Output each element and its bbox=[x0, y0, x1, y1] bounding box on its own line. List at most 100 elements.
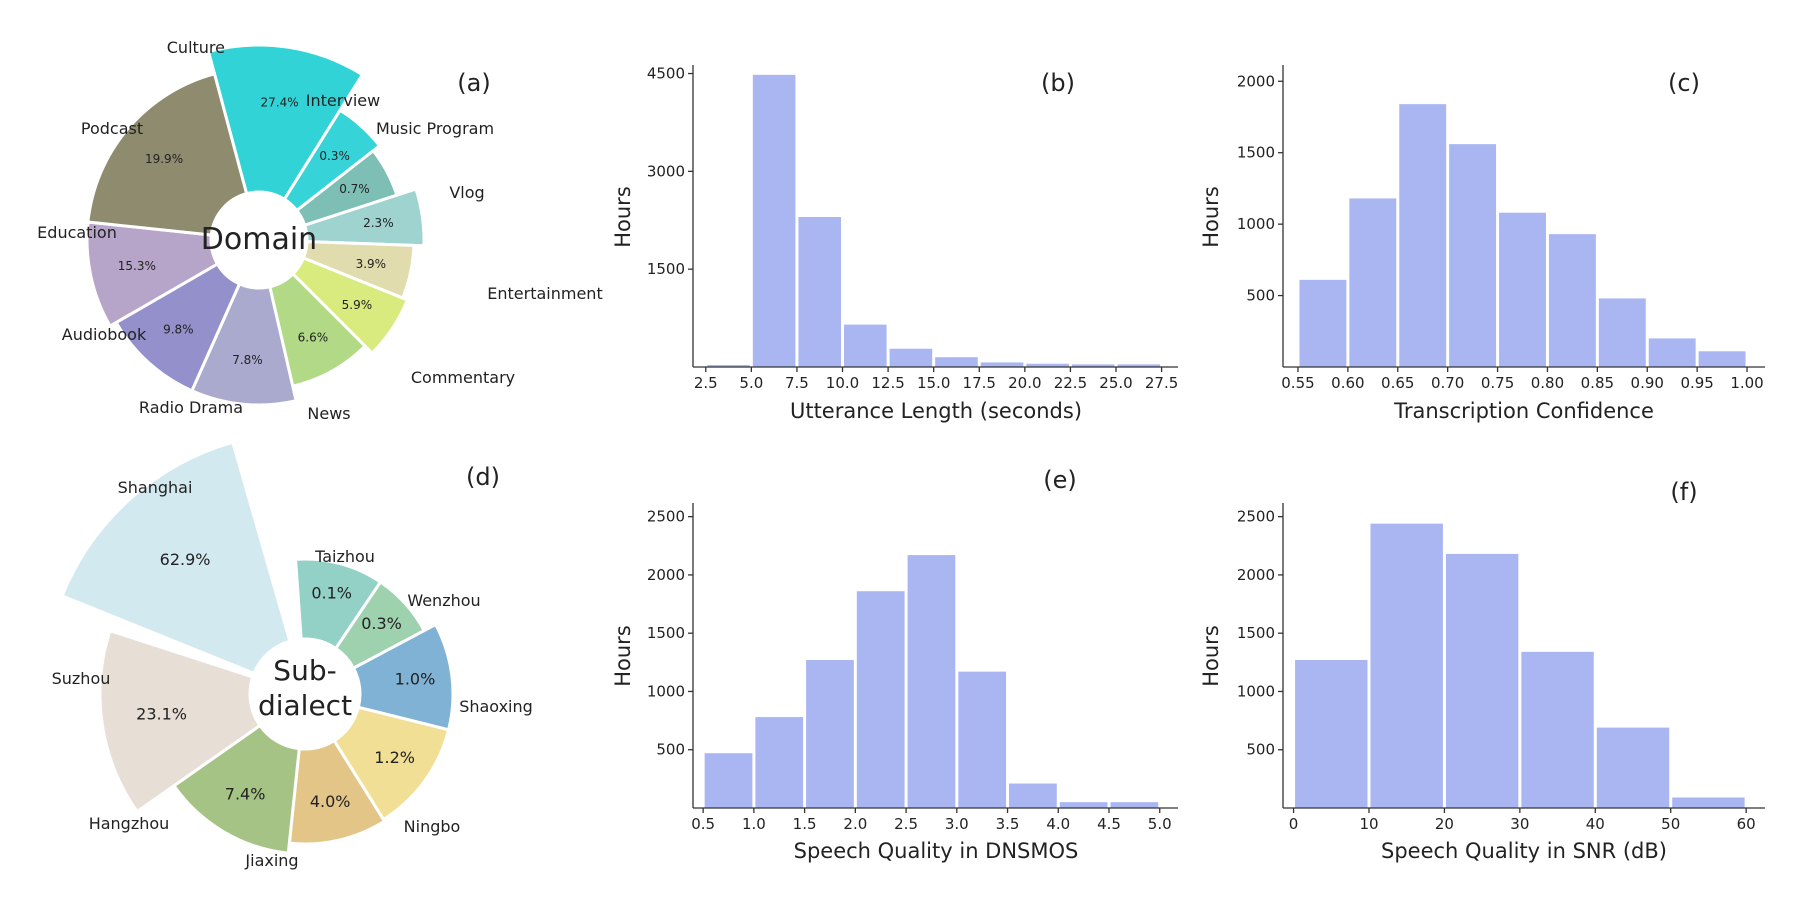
bar bbox=[707, 365, 750, 367]
x-tick-label: 1.5 bbox=[793, 815, 817, 833]
bar bbox=[1370, 523, 1443, 808]
y-tick-label: 1500 bbox=[1237, 624, 1275, 642]
x-tick-label: 0 bbox=[1289, 815, 1299, 833]
y-tick-label: 2000 bbox=[647, 566, 685, 584]
bar bbox=[856, 591, 905, 808]
bar bbox=[907, 555, 956, 808]
y-tick-label: 2000 bbox=[1237, 72, 1275, 90]
x-tick-label: 30 bbox=[1510, 815, 1529, 833]
x-tick-label: 0.95 bbox=[1680, 374, 1713, 392]
y-axis-label: Hours bbox=[611, 625, 635, 687]
bar bbox=[1548, 234, 1596, 367]
pie-slice-label: Radio Drama bbox=[139, 398, 243, 417]
pie-slice-label: Podcast bbox=[81, 119, 143, 138]
pie-center-label: Domain bbox=[201, 222, 317, 257]
x-tick-label: 0.70 bbox=[1431, 374, 1464, 392]
bar bbox=[1449, 144, 1497, 367]
bar bbox=[755, 717, 804, 808]
pie-slice-label: Commentary bbox=[411, 368, 515, 387]
histogram-c: 0.55 0.60 0.65 0.70 0.75 0.80 0.85 0.90 0.95 1.00… bbox=[1199, 65, 1765, 423]
pie-center-label: Sub- bbox=[273, 654, 336, 687]
pie-center-label: dialect bbox=[258, 689, 352, 722]
y-tick-label: 4500 bbox=[647, 65, 685, 83]
bar bbox=[752, 74, 796, 368]
x-tick-label: 0.90 bbox=[1631, 374, 1664, 392]
pie-center-hole bbox=[250, 639, 360, 749]
x-tick-label: 10.0 bbox=[826, 374, 859, 392]
pie-slice-percent: 5.9% bbox=[342, 298, 373, 312]
x-tick-label: 1.0 bbox=[742, 815, 766, 833]
x-axis-label: Speech Quality in DNSMOS bbox=[794, 839, 1079, 863]
pie-slice-percent: 0.3% bbox=[319, 149, 350, 163]
x-tick-label: 0.85 bbox=[1581, 374, 1614, 392]
x-tick-label: 20.0 bbox=[1008, 374, 1041, 392]
bar bbox=[935, 357, 978, 367]
panel-label: (b) bbox=[1041, 69, 1075, 97]
x-tick-label: 22.5 bbox=[1054, 374, 1087, 392]
pie-slice-percent: 1.2% bbox=[374, 748, 415, 767]
y-tick-label: 500 bbox=[1246, 287, 1275, 305]
bar bbox=[1598, 298, 1646, 367]
pie-slice-percent: 27.4% bbox=[261, 95, 299, 109]
bar bbox=[1026, 363, 1069, 367]
x-axis-label: Transcription Confidence bbox=[1393, 399, 1654, 423]
y-tick-label: 1000 bbox=[647, 682, 685, 700]
x-tick-label: 0.65 bbox=[1381, 374, 1414, 392]
x-tick-label: 5.0 bbox=[1148, 815, 1172, 833]
y-tick-label: 1500 bbox=[647, 624, 685, 642]
bar bbox=[1110, 802, 1159, 808]
histogram-b: 2.5 5.0 7.5 10.0 12.5 15.0 17.5 20.0 22.5 25.0 27.… bbox=[611, 65, 1178, 423]
x-tick-label: 10 bbox=[1359, 815, 1378, 833]
pie-slice-percent: 9.8% bbox=[163, 323, 194, 337]
x-tick-label: 0.60 bbox=[1331, 374, 1364, 392]
y-tick-label: 1500 bbox=[1237, 144, 1275, 162]
bar bbox=[1648, 338, 1696, 367]
x-tick-label: 25.0 bbox=[1099, 374, 1132, 392]
pie-slice-label: Culture bbox=[167, 38, 225, 57]
panel-label: (c) bbox=[1668, 69, 1700, 97]
x-tick-label: 17.5 bbox=[963, 374, 996, 392]
y-tick-label: 500 bbox=[1246, 741, 1275, 759]
bar bbox=[1698, 351, 1746, 367]
pie-slice-label: Music Program bbox=[376, 119, 494, 138]
bar bbox=[704, 753, 753, 808]
bar bbox=[806, 659, 854, 808]
x-tick-label: 20 bbox=[1435, 815, 1454, 833]
pie-center-hole bbox=[211, 192, 307, 288]
pie-slice-label: Audiobook bbox=[62, 325, 147, 344]
x-tick-label: 0.75 bbox=[1481, 374, 1514, 392]
bar bbox=[1596, 727, 1670, 808]
pie-slice-label: Shaoxing bbox=[459, 697, 533, 716]
x-tick-label: 15.0 bbox=[917, 374, 950, 392]
bar bbox=[1399, 104, 1447, 368]
x-tick-label: 0.5 bbox=[691, 815, 715, 833]
pie-slice-label: Jiaxing bbox=[244, 851, 298, 870]
pie-slice-percent: 7.8% bbox=[232, 353, 263, 367]
pie-slice-label: Shanghai bbox=[118, 478, 193, 497]
y-tick-label: 1000 bbox=[1237, 215, 1275, 233]
bar bbox=[1499, 212, 1546, 367]
panel-label: (d) bbox=[466, 463, 500, 491]
pie-slice-label: Suzhou bbox=[52, 669, 111, 688]
x-axis-label: Utterance Length (seconds) bbox=[790, 399, 1082, 423]
bar bbox=[1295, 659, 1368, 808]
x-tick-label: 5.0 bbox=[739, 374, 763, 392]
bar bbox=[889, 348, 933, 367]
y-axis-label: Hours bbox=[1199, 625, 1223, 687]
pie-slice-label: Taizhou bbox=[314, 547, 375, 566]
bar bbox=[1059, 802, 1108, 808]
pie-slice-percent: 7.4% bbox=[225, 785, 266, 804]
x-tick-label: 1.00 bbox=[1730, 374, 1763, 392]
x-tick-label: 2.0 bbox=[843, 815, 867, 833]
pie-slice-label: Interview bbox=[306, 91, 380, 110]
bar bbox=[1349, 198, 1397, 367]
panel-label: (e) bbox=[1043, 466, 1077, 494]
x-tick-label: 40 bbox=[1586, 815, 1605, 833]
x-axis-label: Speech Quality in SNR (dB) bbox=[1381, 839, 1667, 863]
x-tick-label: 12.5 bbox=[871, 374, 904, 392]
bar bbox=[958, 671, 1007, 808]
x-tick-label: 3.5 bbox=[996, 815, 1020, 833]
y-tick-label: 3000 bbox=[647, 162, 685, 180]
pie-slice-percent: 6.6% bbox=[298, 330, 329, 344]
